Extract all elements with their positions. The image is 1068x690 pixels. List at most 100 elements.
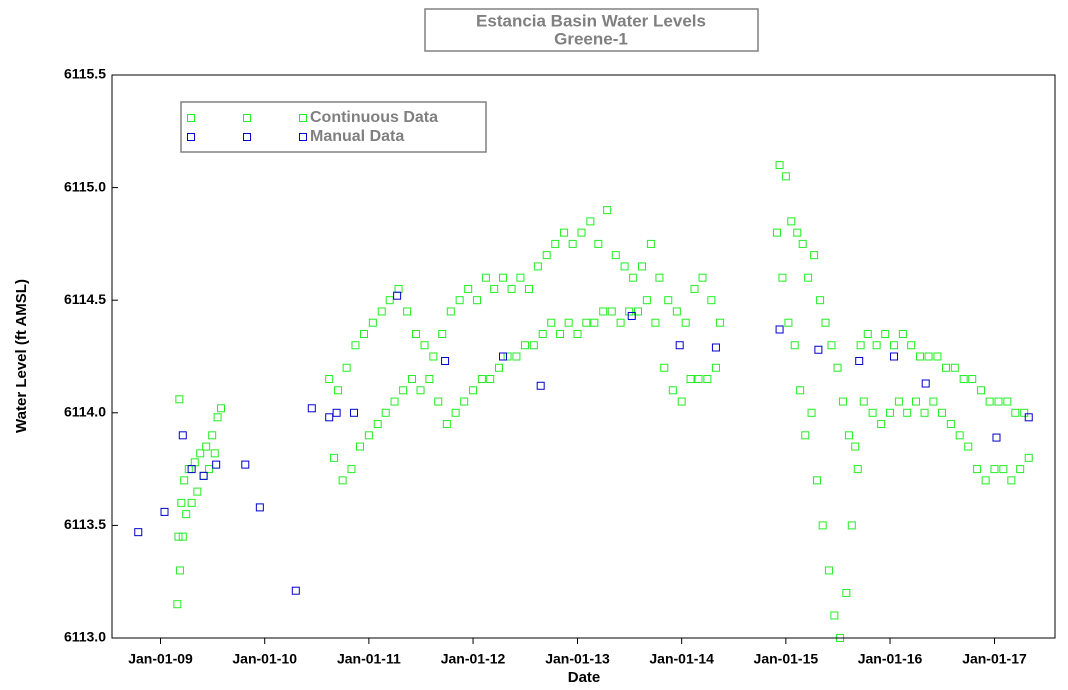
y-tick-label: 6114.0 bbox=[64, 404, 106, 420]
data-point bbox=[486, 375, 495, 384]
data-point bbox=[205, 465, 214, 474]
data-point bbox=[616, 318, 625, 327]
data-point bbox=[416, 386, 425, 395]
data-point bbox=[393, 291, 402, 300]
data-point bbox=[1020, 408, 1029, 417]
data-point bbox=[698, 273, 707, 282]
x-tick-label: Jan-01-09 bbox=[128, 651, 193, 667]
data-point bbox=[973, 465, 982, 474]
data-point bbox=[190, 458, 199, 467]
data-point bbox=[651, 318, 660, 327]
data-point bbox=[212, 460, 221, 469]
data-point bbox=[816, 296, 825, 305]
data-point bbox=[1003, 397, 1012, 406]
data-point bbox=[460, 397, 469, 406]
data-point bbox=[477, 375, 486, 384]
data-point bbox=[551, 239, 560, 248]
data-point bbox=[178, 532, 187, 541]
data-point bbox=[199, 471, 208, 480]
data-point bbox=[1011, 408, 1020, 417]
data-point bbox=[187, 498, 196, 507]
data-point bbox=[968, 375, 977, 384]
data-point bbox=[946, 420, 955, 429]
data-point bbox=[208, 431, 217, 440]
data-point bbox=[175, 566, 184, 575]
data-point bbox=[677, 397, 686, 406]
y-tick-label: 6115.0 bbox=[64, 178, 106, 194]
data-point bbox=[394, 284, 403, 293]
data-point bbox=[516, 273, 525, 282]
data-point bbox=[307, 404, 316, 413]
data-point bbox=[646, 239, 655, 248]
data-point bbox=[775, 161, 784, 170]
data-point bbox=[175, 395, 184, 404]
data-point bbox=[334, 386, 343, 395]
data-point bbox=[338, 476, 347, 485]
legend-marker bbox=[187, 114, 195, 122]
legend-marker bbox=[299, 114, 307, 122]
data-point bbox=[801, 431, 810, 440]
data-point bbox=[411, 329, 420, 338]
data-point bbox=[455, 296, 464, 305]
data-point bbox=[778, 273, 787, 282]
data-point bbox=[1016, 465, 1025, 474]
legend-marker bbox=[299, 133, 307, 141]
data-point bbox=[469, 386, 478, 395]
data-point bbox=[332, 408, 341, 417]
data-point bbox=[586, 217, 595, 226]
data-point bbox=[330, 453, 339, 462]
data-point bbox=[868, 408, 877, 417]
data-point bbox=[694, 375, 703, 384]
data-point bbox=[533, 262, 542, 271]
data-point bbox=[821, 318, 830, 327]
data-point bbox=[994, 397, 1003, 406]
data-point bbox=[793, 228, 802, 237]
x-tick-label: Jan-01-15 bbox=[754, 651, 819, 667]
data-point bbox=[856, 341, 865, 350]
x-tick-label: Jan-01-11 bbox=[337, 651, 401, 667]
legend-box bbox=[180, 101, 487, 153]
x-tick-label: Jan-01-17 bbox=[962, 651, 1027, 667]
chart-subtitle: Greene-1 bbox=[554, 29, 628, 48]
data-point bbox=[886, 408, 895, 417]
data-point bbox=[173, 600, 182, 609]
data-point bbox=[429, 352, 438, 361]
data-point bbox=[992, 433, 1001, 442]
data-point bbox=[620, 262, 629, 271]
data-point bbox=[898, 329, 907, 338]
data-point bbox=[847, 521, 856, 530]
y-tick-label: 6113.5 bbox=[64, 516, 106, 532]
plot-area bbox=[134, 161, 1033, 642]
data-point bbox=[627, 311, 636, 320]
data-point bbox=[830, 611, 839, 620]
data-point bbox=[184, 465, 193, 474]
data-point bbox=[325, 375, 334, 384]
data-point bbox=[660, 363, 669, 372]
x-tick-label: Jan-01-16 bbox=[858, 651, 923, 667]
data-point bbox=[373, 420, 382, 429]
data-point bbox=[863, 329, 872, 338]
legend-label: Manual Data bbox=[310, 128, 404, 145]
data-point bbox=[690, 284, 699, 293]
data-point bbox=[921, 379, 930, 388]
data-point bbox=[434, 397, 443, 406]
data-point bbox=[182, 510, 191, 519]
data-point bbox=[642, 296, 651, 305]
data-point bbox=[675, 341, 684, 350]
data-point bbox=[499, 352, 508, 361]
data-point bbox=[990, 465, 999, 474]
data-point bbox=[481, 273, 490, 282]
data-point bbox=[790, 341, 799, 350]
data-point bbox=[403, 307, 412, 316]
data-point bbox=[202, 442, 211, 451]
y-axis-label: Water Level (ft AMSL) bbox=[13, 279, 30, 433]
data-point bbox=[924, 352, 933, 361]
data-point bbox=[818, 521, 827, 530]
data-point bbox=[446, 307, 455, 316]
data-point bbox=[955, 431, 964, 440]
data-point bbox=[655, 273, 664, 282]
data-point bbox=[407, 375, 416, 384]
data-point bbox=[213, 413, 222, 422]
data-point bbox=[385, 296, 394, 305]
data-point bbox=[681, 318, 690, 327]
